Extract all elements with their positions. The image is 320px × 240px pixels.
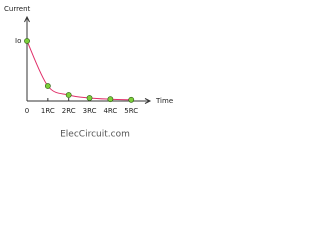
point [24,38,30,44]
x-axis-arrow [144,98,152,104]
point [44,83,51,89]
y-axis-arrow [24,15,30,23]
watermark: ElecCircuit.com [60,130,130,140]
x-tick-label: 5RC [124,107,138,115]
x-tick-label: 0 [25,107,29,115]
y-axis-label: Current [4,5,31,13]
point [128,96,135,103]
x-tick-label: 4RC [103,107,117,115]
y-tick-label: Io [15,37,21,45]
chart: Current Time ElecCircuit.com 0 1RC 2RC 3RC 4… [4,5,173,140]
curve [26,40,132,101]
x-axis-label: Time [155,97,173,105]
x-tick-label: 1RC [41,107,55,115]
point [65,92,72,98]
page: Current Time ElecCircuit.com 0 1RC 2RC 3RC 4… [4,5,174,140]
point [86,95,93,101]
point [107,96,114,103]
x-tick-label: 3RC [83,107,97,115]
x-tick-label: 2RC [62,107,76,115]
